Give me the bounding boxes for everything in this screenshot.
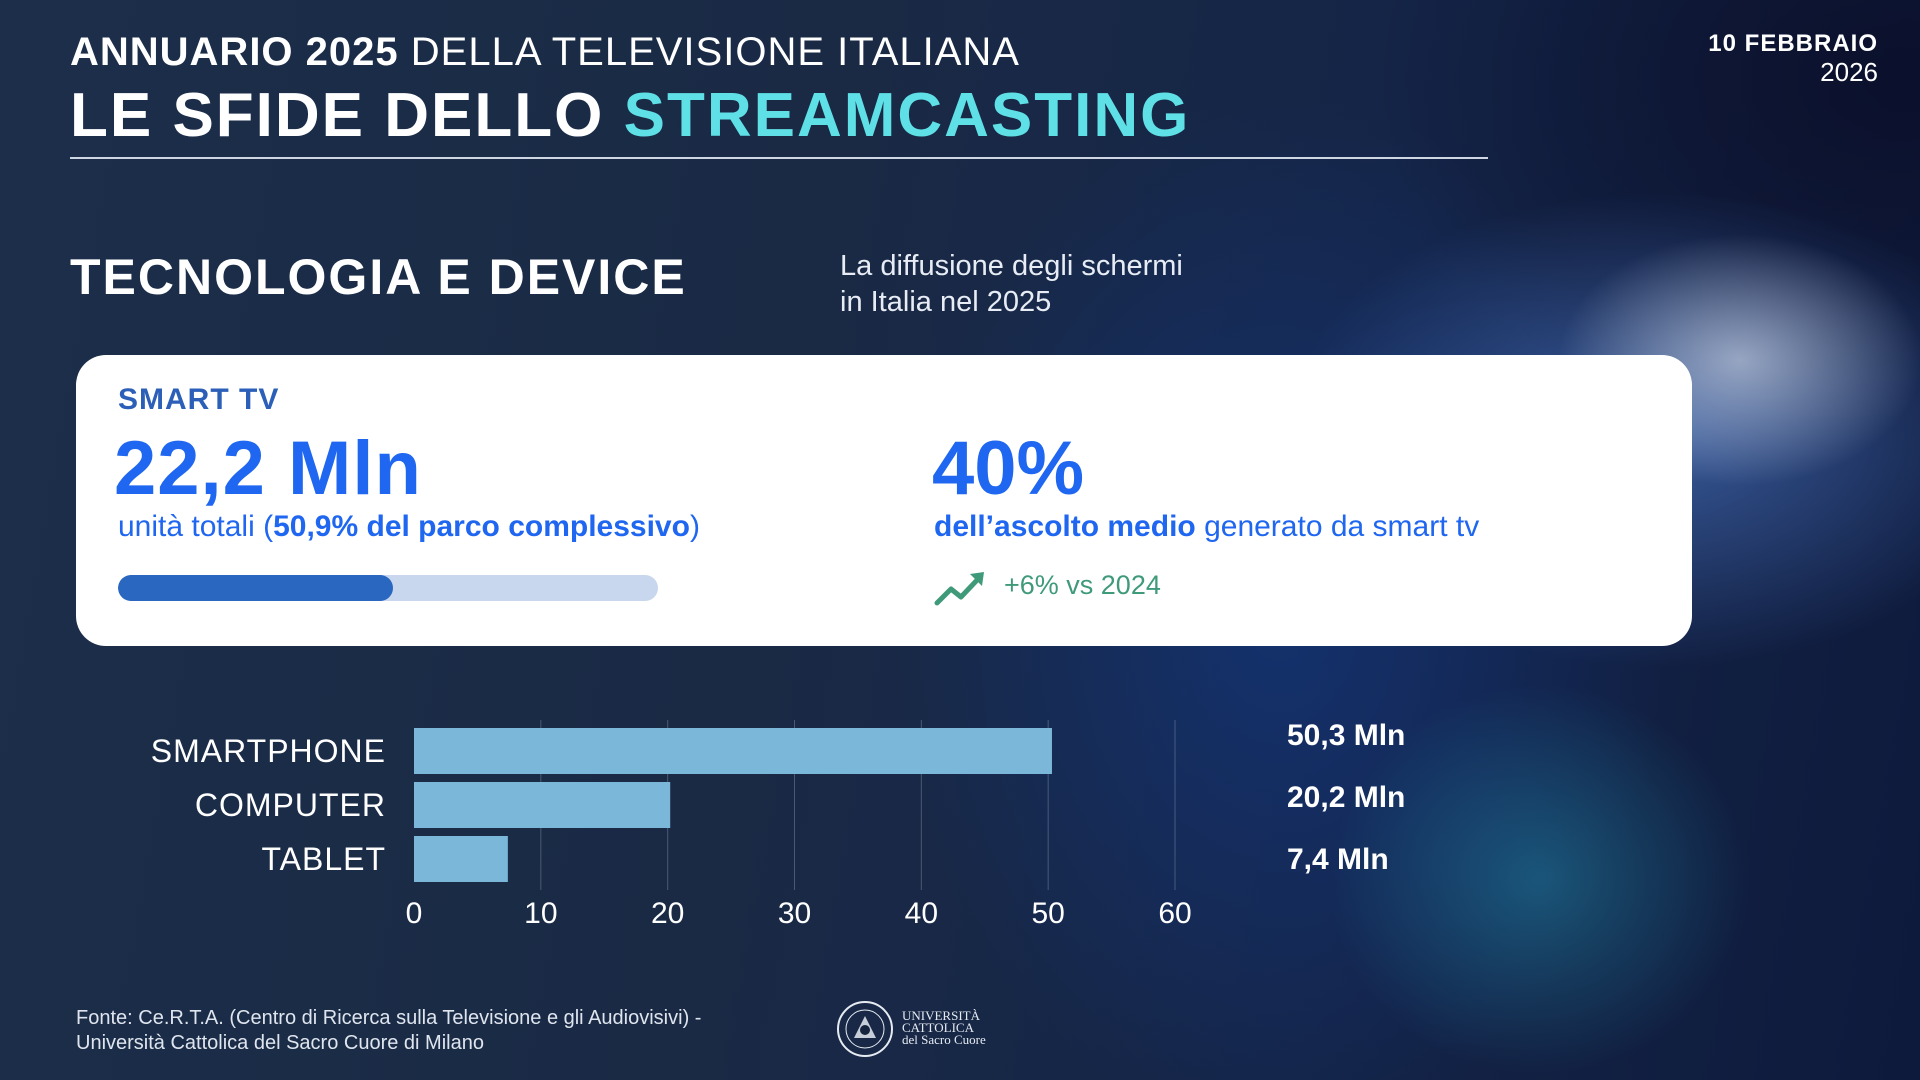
bar-tablet bbox=[414, 836, 508, 882]
bar-smartphone bbox=[414, 728, 1052, 774]
audience-desc-bold: dell’ascolto medio bbox=[934, 510, 1196, 543]
device-bar-chart: 0 10 20 30 40 50 60 SMARTPHONE 50,3 Mln COMPUTER 2… bbox=[151, 719, 1406, 930]
section-subtitle-line2: in Italia nel 2025 bbox=[840, 286, 1052, 318]
event-date: 10 FEBBRAIO 2026 bbox=[1708, 30, 1878, 86]
smart-tv-units: 22,2 Mln bbox=[114, 426, 422, 511]
header-divider bbox=[70, 157, 1488, 159]
page-title-main: LE SFIDE DELLO bbox=[70, 81, 605, 150]
section-title: TECNOLOGIA E DEVICE bbox=[70, 249, 687, 305]
bar-computer bbox=[414, 782, 671, 828]
share-progress-fill bbox=[118, 575, 393, 601]
category-label: SMARTPHONE bbox=[151, 733, 386, 769]
x-tick-label: 20 bbox=[651, 897, 684, 930]
value-label: 20,2 Mln bbox=[1287, 781, 1405, 814]
section-subtitle-line1: La diffusione degli schermi bbox=[840, 250, 1183, 282]
logo-line2: CATTOLICA bbox=[902, 1020, 974, 1035]
source-note: Fonte: Ce.R.T.A. (Centro di Ricerca sull… bbox=[76, 1006, 836, 1056]
x-tick-label: 60 bbox=[1158, 897, 1191, 930]
university-seal-icon bbox=[837, 1001, 893, 1057]
page-title-accent: STREAMCASTING bbox=[623, 81, 1191, 150]
header-subtitle-text: DELLA TELEVISIONE ITALIANA bbox=[410, 30, 1020, 74]
category-label: COMPUTER bbox=[195, 787, 386, 823]
smart-tv-card: SMART TV 22,2 Mln unità totali (50,9% de… bbox=[76, 355, 1692, 646]
x-tick-label: 40 bbox=[905, 897, 938, 930]
smart-tv-label: SMART TV bbox=[118, 383, 280, 416]
audience-desc-rest: generato da smart tv bbox=[1195, 510, 1480, 543]
header-subtitle: ANNUARIO 2025 DELLA TELEVISIONE ITALIANA bbox=[70, 30, 1020, 75]
category-label: TABLET bbox=[261, 841, 386, 877]
x-tick-label: 0 bbox=[406, 897, 423, 930]
header-year: ANNUARIO 2025 bbox=[70, 30, 399, 74]
page-title: LE SFIDE DELLO STREAMCASTING bbox=[70, 80, 1190, 151]
logo-line3: del Sacro Cuore bbox=[902, 1032, 986, 1047]
value-label: 7,4 Mln bbox=[1287, 843, 1389, 876]
smart-tv-units-desc: unità totali (50,9% del parco complessiv… bbox=[118, 510, 700, 544]
source-line2: Università Cattolica del Sacro Cuore di … bbox=[76, 1032, 484, 1054]
trend-text: +6% vs 2024 bbox=[1004, 570, 1161, 600]
units-desc-prefix: unità totali ( bbox=[118, 510, 274, 543]
x-tick-label: 10 bbox=[524, 897, 557, 930]
audience-share-desc: dell’ascolto medio generato da smart tv bbox=[934, 510, 1479, 544]
units-desc-bold: 50,9% del parco complessivo bbox=[273, 510, 690, 543]
source-line1: Fonte: Ce.R.T.A. (Centro di Ricerca sull… bbox=[76, 1007, 702, 1029]
share-progress-bar bbox=[118, 575, 658, 601]
date-year: 2026 bbox=[1820, 57, 1878, 87]
units-desc-suffix: ) bbox=[689, 510, 700, 543]
section-subtitle: La diffusione degli schermi in Italia ne… bbox=[840, 248, 1360, 320]
x-tick-label: 50 bbox=[1031, 897, 1064, 930]
logo-line1: UNIVERSITÀ bbox=[902, 1008, 980, 1023]
value-label: 50,3 Mln bbox=[1287, 719, 1405, 752]
x-tick-label: 30 bbox=[778, 897, 811, 930]
smart-tv-audience-share: 40% bbox=[932, 426, 1085, 511]
university-logo-text: UNIVERSITÀ CATTOLICA del Sacro Cuore bbox=[902, 1008, 986, 1047]
date-day: 10 FEBBRAIO bbox=[1708, 30, 1878, 57]
trend-up-icon bbox=[934, 572, 984, 606]
